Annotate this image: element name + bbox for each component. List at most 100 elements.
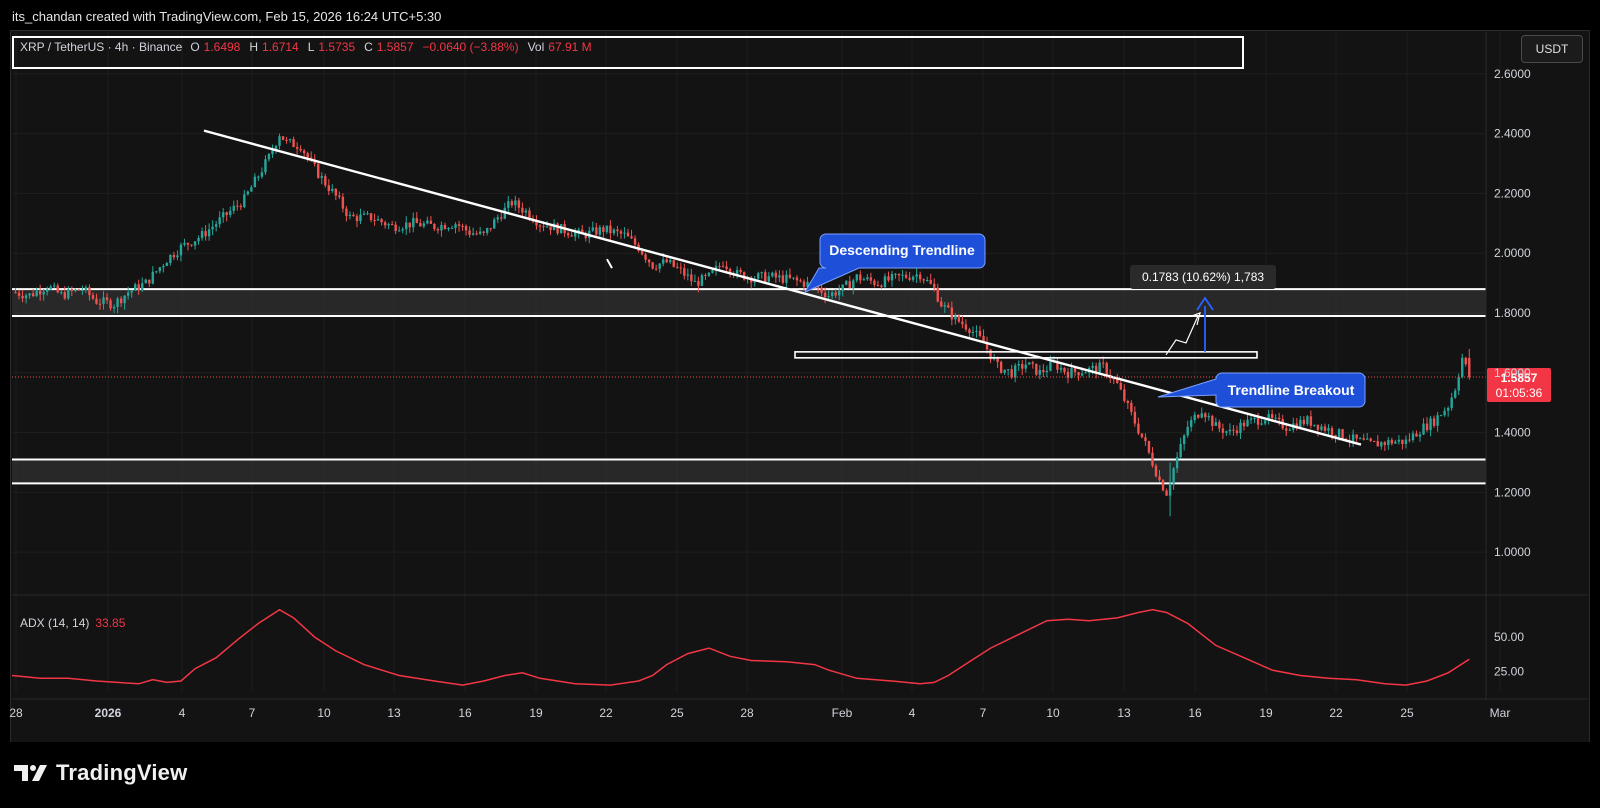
candle-body [816,286,820,288]
candle-body [764,272,767,282]
candle-body [778,275,781,278]
candle-body [331,188,334,192]
candle-body [1077,372,1080,376]
currency-button[interactable]: USDT [1521,35,1583,63]
candle-body [950,307,954,320]
x-tick-label: Mar [1490,706,1511,720]
adx-y-tick-label: 25.00 [1494,664,1524,678]
candle-body [1010,369,1013,378]
candle-body [267,154,271,160]
candle-body [1446,408,1450,411]
candle-body [126,292,130,296]
candle-body [1253,418,1256,420]
candle-body [1045,370,1049,373]
candle-body [978,330,982,336]
candle-body [151,271,154,284]
candle-body [1429,418,1432,431]
candle-body [880,285,883,288]
volume-value: 67.91 M [548,40,592,54]
candle-body [1042,369,1045,373]
callout-label: Descending Trendline [829,242,975,258]
candle-body [362,213,366,215]
candle-body [1116,378,1119,384]
candle-body [802,281,806,287]
candle-body [17,292,21,296]
candle-body [1193,414,1196,421]
candle-body [1334,435,1337,437]
candle-body [327,185,330,192]
candle-body [1390,439,1394,444]
candle-body [1105,363,1108,376]
candle-body [1094,365,1098,373]
candle-body [190,244,193,246]
trendline-breakout-callout: Trendline Breakout [1157,372,1366,408]
candle-body [1380,442,1383,447]
candle-body [1439,415,1443,417]
candle-body [352,214,355,217]
candle-body [398,230,401,232]
candle-body [760,272,763,274]
candle-body [31,293,35,297]
candle-body [338,195,341,197]
candle-body [658,263,661,269]
candle-body [77,289,81,291]
candle-body [1351,434,1355,441]
candle-body [35,290,38,297]
candle-body [1418,434,1422,437]
candle-body [253,176,257,188]
candle-body [141,283,144,291]
candle-body [222,212,225,218]
candle-body [954,315,957,320]
candle-body [686,274,690,276]
candle-body [21,295,24,299]
candle-body [1056,361,1059,370]
symbol-title[interactable]: XRP / TetherUS · 4h · Binance [20,40,183,54]
candle-body [933,283,936,288]
tradingview-logo[interactable]: TradingView [14,760,187,786]
y-tick-label: 2.2000 [1494,186,1531,200]
candle-body [383,222,387,226]
candle-body [1140,433,1144,438]
candle-body [1232,429,1235,431]
candle-body [88,287,91,296]
candle-body [792,277,795,279]
candle-body [566,233,570,236]
candle-body [584,233,587,239]
candle-body [1404,439,1408,445]
candle-body [528,210,531,219]
candle-body [440,224,443,231]
candle-body [197,237,200,242]
candle-body [1175,457,1179,469]
candle-body [570,235,573,237]
candle-body [211,226,214,230]
candlestick-series [14,133,1471,517]
candle-body [457,224,461,226]
candle-body [38,290,42,295]
adx-label[interactable]: ADX (14, 14) [20,616,90,630]
candle-body [883,276,887,288]
candle-body [28,293,31,296]
candle-body [24,295,28,299]
candle-body [1278,417,1281,420]
drawing-tick [606,258,613,269]
candle-body [647,259,651,263]
candle-body [112,307,116,309]
candle-body [992,358,996,360]
candle-body [911,276,915,280]
candle-body [1355,434,1358,439]
candle-body [1038,369,1042,375]
candle-body [1387,439,1390,445]
x-tick-label: 16 [458,706,472,720]
candle-body [162,265,165,268]
candle-body [616,229,619,232]
candle-body [1031,362,1034,364]
x-tick-label: 13 [1117,706,1131,720]
x-tick-label: 16 [1188,706,1202,720]
candle-body [443,224,447,230]
candle-body [1024,364,1027,369]
candle-body [1436,415,1439,426]
candle-body [940,301,943,307]
candle-body [598,227,602,235]
candle-body [626,232,630,237]
